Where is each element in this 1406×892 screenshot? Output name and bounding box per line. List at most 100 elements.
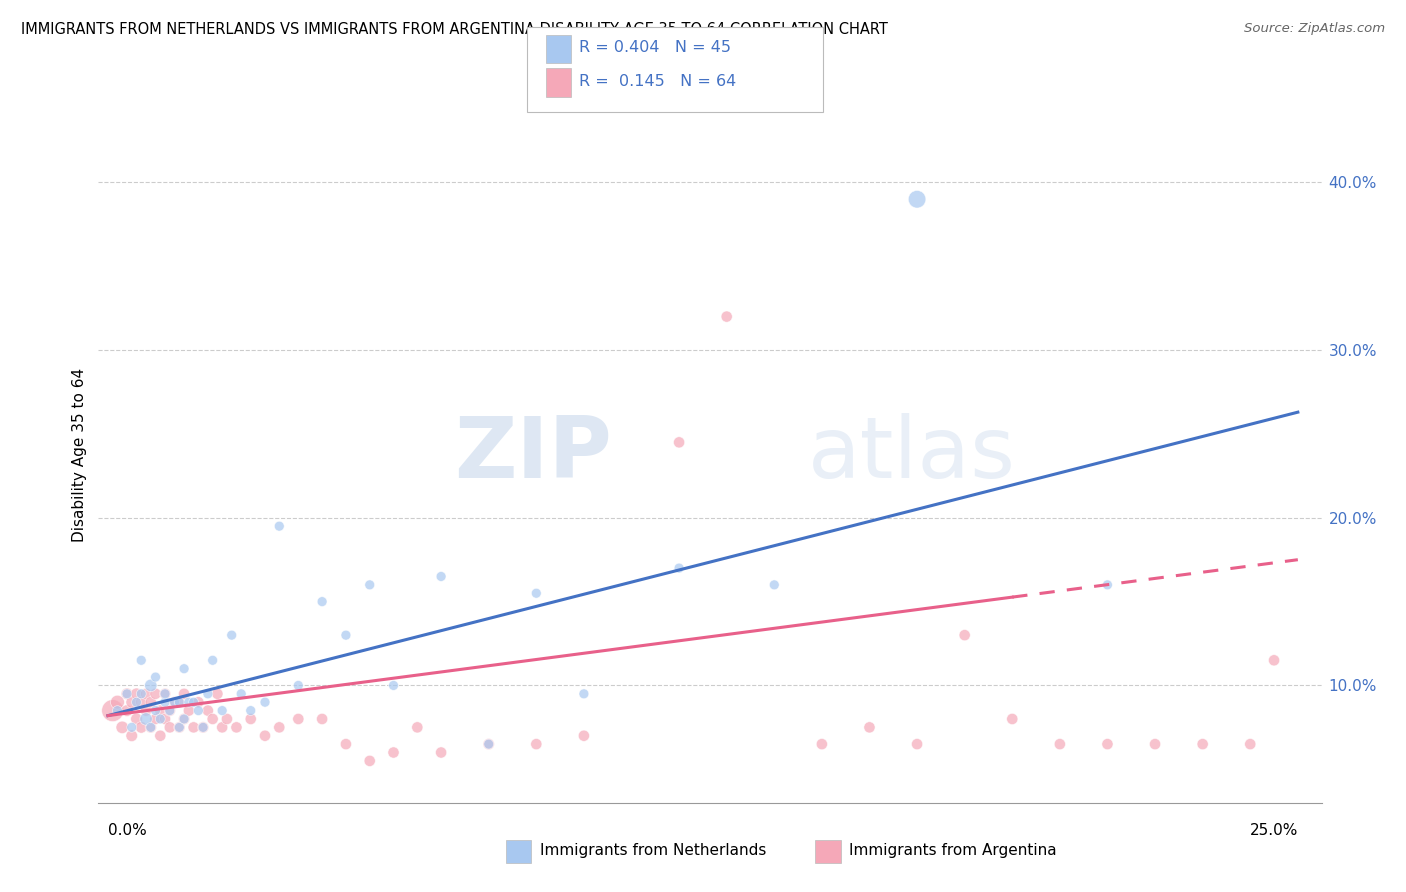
Point [145,704,167,718]
Point [187,704,209,718]
Point [139,695,162,709]
Point [183,695,205,709]
Point [287,712,309,726]
Point [173,712,195,726]
Point [905,737,928,751]
Point [115,687,138,701]
Point [215,712,238,726]
Point [177,704,200,718]
Point [121,729,143,743]
Point [1144,737,1167,751]
Point [269,720,291,734]
Point [253,729,276,743]
Point [129,720,152,734]
Text: R = 0.404   N = 45: R = 0.404 N = 45 [579,40,731,55]
Point [153,695,176,709]
Point [406,720,429,734]
Point [169,695,191,709]
Point [311,594,333,608]
Point [269,519,291,533]
Point [191,720,214,734]
Point [173,662,195,676]
Point [121,695,143,709]
Point [129,695,152,709]
Point [187,695,209,709]
Point [197,687,219,701]
Point [173,687,195,701]
Point [153,687,176,701]
Point [159,704,181,718]
Point [359,754,381,768]
Point [1239,737,1261,751]
Text: Immigrants from Netherlands: Immigrants from Netherlands [540,844,766,858]
Point [115,687,138,701]
Point [183,720,205,734]
Point [1097,737,1119,751]
Point [125,695,148,709]
Text: 25.0%: 25.0% [1250,823,1298,838]
Point [177,695,200,709]
Point [1263,653,1285,667]
Point [197,704,219,718]
Point [572,687,595,701]
Point [211,704,233,718]
Point [135,687,157,701]
Point [207,687,229,701]
Point [716,310,738,324]
Point [478,737,501,751]
Point [129,687,152,701]
Point [668,435,690,450]
Point [149,729,172,743]
Point [382,678,405,692]
Point [382,746,405,760]
Point [572,729,595,743]
Point [1097,578,1119,592]
Point [139,720,162,734]
Point [287,678,309,692]
Point [115,704,138,718]
Point [149,704,172,718]
Text: IMMIGRANTS FROM NETHERLANDS VS IMMIGRANTS FROM ARGENTINA DISABILITY AGE 35 TO 64: IMMIGRANTS FROM NETHERLANDS VS IMMIGRANT… [21,22,889,37]
Point [145,670,167,684]
Point [163,695,186,709]
Text: R =  0.145   N = 64: R = 0.145 N = 64 [579,74,737,89]
Point [335,737,357,751]
Point [253,695,276,709]
Point [668,561,690,575]
Point [524,737,547,751]
Point [121,720,143,734]
Point [524,586,547,600]
Point [129,653,152,667]
Point [153,687,176,701]
Point [139,720,162,734]
Point [125,712,148,726]
Point [135,704,157,718]
Point [191,720,214,734]
Point [478,737,501,751]
Point [953,628,976,642]
Point [239,704,262,718]
Point [359,578,381,592]
Point [139,678,162,692]
Point [153,712,176,726]
Point [149,712,172,726]
Point [335,628,357,642]
Point [430,746,453,760]
Point [159,704,181,718]
Point [201,653,224,667]
Point [1191,737,1213,751]
Point [169,720,191,734]
Point [163,695,186,709]
Point [239,712,262,726]
Point [169,695,191,709]
Point [225,720,247,734]
Text: atlas: atlas [808,413,1017,497]
Point [221,628,243,642]
Text: Source: ZipAtlas.com: Source: ZipAtlas.com [1244,22,1385,36]
Point [211,720,233,734]
Point [905,192,928,206]
Point [159,720,181,734]
Point [125,687,148,701]
Y-axis label: Disability Age 35 to 64: Disability Age 35 to 64 [72,368,87,542]
Point [107,695,129,709]
